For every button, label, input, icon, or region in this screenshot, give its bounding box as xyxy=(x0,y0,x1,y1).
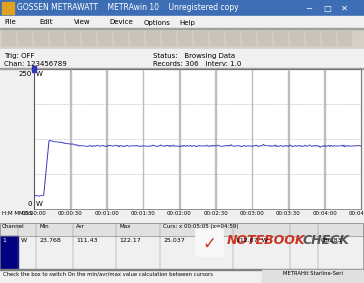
Bar xyxy=(0,223,363,236)
Bar xyxy=(274,31,288,46)
Bar xyxy=(0,29,364,49)
Text: W: W xyxy=(36,71,43,77)
Bar xyxy=(0,68,364,69)
Text: 00:02:00: 00:02:00 xyxy=(167,211,192,216)
Text: Min: Min xyxy=(39,224,49,229)
Text: 112.67  W: 112.67 W xyxy=(236,238,268,243)
Bar xyxy=(82,31,96,46)
Bar xyxy=(106,69,107,209)
Text: 086.83: 086.83 xyxy=(321,238,343,243)
Text: File: File xyxy=(4,20,16,25)
Text: W: W xyxy=(36,201,43,207)
Text: 00:00:00: 00:00:00 xyxy=(21,211,46,216)
Bar xyxy=(0,0,364,16)
Text: Help: Help xyxy=(179,20,195,25)
Bar xyxy=(226,31,240,46)
Bar xyxy=(98,31,112,46)
Text: Device: Device xyxy=(109,20,133,25)
Bar xyxy=(288,69,289,209)
Bar xyxy=(2,31,16,46)
Text: 00:00:30: 00:00:30 xyxy=(58,211,83,216)
Text: Chan: 123456789: Chan: 123456789 xyxy=(4,61,67,67)
Bar xyxy=(66,31,80,46)
Text: W: W xyxy=(21,238,27,243)
Bar xyxy=(34,31,48,46)
Text: 00:01:00: 00:01:00 xyxy=(94,211,119,216)
Bar xyxy=(70,69,71,209)
Text: ✕: ✕ xyxy=(340,3,348,12)
Bar xyxy=(146,31,160,46)
Bar xyxy=(0,16,364,29)
Bar xyxy=(215,69,216,209)
Text: □: □ xyxy=(323,3,331,12)
Text: Options: Options xyxy=(144,20,171,25)
Bar xyxy=(0,223,363,269)
Text: Avr: Avr xyxy=(76,224,85,229)
Text: Curs: x 00:05:05 (x=04:59): Curs: x 00:05:05 (x=04:59) xyxy=(163,224,238,229)
Text: 00:04:00: 00:04:00 xyxy=(312,211,337,216)
Text: Check the box to switch On the min/avr/max value calculation between cursors: Check the box to switch On the min/avr/m… xyxy=(3,271,213,276)
Bar xyxy=(0,269,364,283)
Bar xyxy=(50,31,64,46)
Bar xyxy=(306,31,320,46)
Text: NOTEBOOK: NOTEBOOK xyxy=(227,233,305,246)
Bar xyxy=(290,31,304,46)
Text: 0: 0 xyxy=(28,201,32,207)
Text: GOSSEN METRAWATT    METRAwin 10    Unregistered copy: GOSSEN METRAWATT METRAwin 10 Unregistere… xyxy=(17,3,239,12)
Text: 00:02:30: 00:02:30 xyxy=(203,211,228,216)
Text: Channel: Channel xyxy=(2,224,25,229)
Text: Max: Max xyxy=(119,224,130,229)
Text: CHECK: CHECK xyxy=(303,233,350,246)
Bar xyxy=(258,31,272,46)
Bar xyxy=(0,28,364,29)
Bar xyxy=(34,69,361,209)
Bar xyxy=(130,31,144,46)
Text: 250: 250 xyxy=(19,71,32,77)
Text: H:M MM:SS: H:M MM:SS xyxy=(1,211,32,216)
Bar xyxy=(2,2,14,14)
Bar xyxy=(0,236,18,269)
Bar xyxy=(178,31,192,46)
Bar xyxy=(194,31,208,46)
Text: Trig: OFF: Trig: OFF xyxy=(4,53,35,59)
Bar xyxy=(18,31,32,46)
Bar xyxy=(242,31,256,46)
Text: 00:03:30: 00:03:30 xyxy=(276,211,301,216)
Bar xyxy=(114,31,128,46)
Bar xyxy=(324,69,325,209)
Text: Status:   Browsing Data: Status: Browsing Data xyxy=(153,53,235,59)
Bar xyxy=(262,269,364,283)
Bar xyxy=(0,269,364,270)
Bar xyxy=(210,31,224,46)
Text: 00:01:30: 00:01:30 xyxy=(131,211,155,216)
Text: 00:03:00: 00:03:00 xyxy=(240,211,264,216)
Text: View: View xyxy=(74,20,91,25)
Text: 00:04:30: 00:04:30 xyxy=(349,211,364,216)
Bar xyxy=(195,228,223,256)
Text: METRAHit Starline-Seri: METRAHit Starline-Seri xyxy=(283,271,343,276)
Bar xyxy=(0,49,364,69)
Text: 23.768: 23.768 xyxy=(39,238,61,243)
Text: ✓: ✓ xyxy=(202,235,216,253)
Text: ─: ─ xyxy=(306,3,312,12)
Bar xyxy=(34,69,361,209)
Text: Records: 306   Interv: 1.0: Records: 306 Interv: 1.0 xyxy=(153,61,241,67)
Text: Edit: Edit xyxy=(39,20,52,25)
Text: 111.43: 111.43 xyxy=(76,238,98,243)
Bar xyxy=(338,31,352,46)
Bar xyxy=(322,31,336,46)
Text: 25.037: 25.037 xyxy=(163,238,185,243)
Text: 1: 1 xyxy=(2,238,6,243)
Text: 122.17: 122.17 xyxy=(119,238,141,243)
Bar xyxy=(32,66,36,72)
Bar xyxy=(162,31,176,46)
Bar xyxy=(0,223,364,269)
